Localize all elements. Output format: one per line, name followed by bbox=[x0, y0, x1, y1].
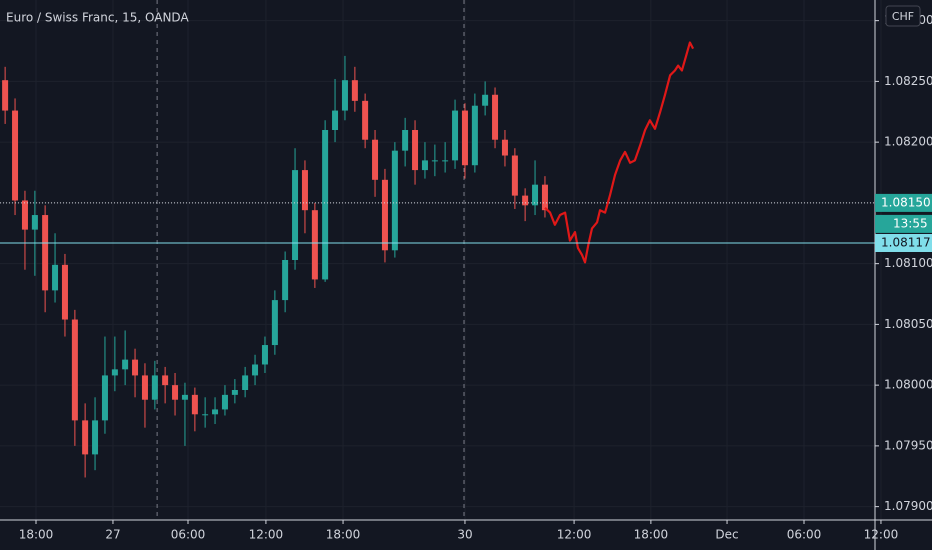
countdown-tag bbox=[875, 214, 932, 233]
candle-body bbox=[132, 359, 139, 376]
x-tick-label: 27 bbox=[105, 528, 120, 542]
candle-body bbox=[61, 264, 68, 320]
candle-body bbox=[391, 150, 398, 251]
candle-body bbox=[522, 195, 529, 206]
candle-body bbox=[82, 420, 89, 455]
candle-body bbox=[492, 94, 499, 140]
candle-body bbox=[191, 394, 198, 415]
candle-body bbox=[332, 110, 339, 130]
y-tick-label: 1.08250 bbox=[884, 74, 932, 88]
candle-body bbox=[12, 110, 19, 201]
candle-body bbox=[482, 94, 489, 106]
candle-body bbox=[412, 130, 419, 171]
candle-body bbox=[52, 264, 59, 291]
candle-body bbox=[282, 260, 289, 301]
currency-button[interactable] bbox=[885, 5, 921, 27]
axes: 1.07900 1.07950 1.08000 1.08050 1.08100 1.081… bbox=[19, 13, 932, 542]
candle-body bbox=[231, 390, 238, 395]
y-tick-label: 1.07950 bbox=[884, 438, 932, 452]
candle-body bbox=[532, 184, 539, 206]
plot-area bbox=[0, 0, 875, 520]
candle-body bbox=[42, 215, 49, 291]
candle-body bbox=[71, 319, 78, 421]
candle-body bbox=[541, 184, 548, 211]
x-tick-label: 12:00 bbox=[249, 528, 284, 542]
y-tick-label: 1.08050 bbox=[884, 317, 932, 331]
candle-body bbox=[202, 414, 209, 416]
currency-label[interactable]: CHF bbox=[892, 10, 914, 23]
candle-body bbox=[431, 160, 438, 162]
y-tick-label: 1.08100 bbox=[884, 256, 932, 270]
price-tag bbox=[875, 193, 932, 212]
price-tag-label: 1.08117 bbox=[881, 235, 931, 249]
candle-body bbox=[322, 130, 329, 280]
candle-body bbox=[442, 160, 449, 162]
candle-body bbox=[402, 130, 409, 151]
candle-body bbox=[452, 110, 459, 161]
forecast-line bbox=[544, 41, 695, 264]
candle-body bbox=[421, 160, 428, 171]
candle-body bbox=[372, 139, 379, 180]
candle-body bbox=[362, 100, 369, 140]
candle-body bbox=[271, 300, 278, 346]
candle-body bbox=[341, 80, 348, 111]
candle-body bbox=[181, 394, 188, 400]
candle-body bbox=[242, 375, 249, 390]
x-tick-label: 18:00 bbox=[326, 528, 361, 542]
candle-body bbox=[2, 80, 9, 111]
grid bbox=[0, 0, 882, 520]
candle-body bbox=[141, 375, 148, 400]
candle-body bbox=[151, 375, 158, 400]
y-tick-label: 1.08000 bbox=[884, 378, 932, 392]
candle-body bbox=[261, 345, 268, 365]
countdown-label: 13:55 bbox=[893, 216, 928, 230]
x-tick-label: Dec bbox=[715, 528, 738, 542]
candle-body bbox=[461, 110, 468, 166]
x-tick-label: 18:00 bbox=[634, 528, 669, 542]
y-tick-label: 1.08200 bbox=[884, 135, 932, 149]
candle-body bbox=[172, 385, 179, 400]
x-tick-label: 06:00 bbox=[171, 528, 206, 542]
candle-body bbox=[301, 170, 308, 211]
candle-body bbox=[31, 215, 38, 230]
x-tick-label: 18:00 bbox=[19, 528, 54, 542]
x-tick-label: 12:00 bbox=[864, 528, 899, 542]
candle-body bbox=[511, 155, 518, 196]
candle-body bbox=[111, 369, 118, 376]
x-tick-label: 06:00 bbox=[787, 528, 822, 542]
candle-body bbox=[162, 375, 169, 386]
candle-body bbox=[122, 359, 129, 370]
candle-body bbox=[292, 170, 299, 260]
x-tick-label: 30 bbox=[457, 528, 472, 542]
candle-body bbox=[21, 200, 28, 230]
y-tick-label: 1.07900 bbox=[884, 499, 932, 513]
candle-body bbox=[212, 409, 219, 415]
candle-body bbox=[311, 210, 318, 280]
candle-body bbox=[501, 139, 508, 156]
candle-body bbox=[252, 364, 259, 376]
price-tag-label: 1.08150 bbox=[881, 195, 931, 209]
candle-body bbox=[351, 80, 358, 101]
candle-body bbox=[381, 179, 388, 251]
price-tag bbox=[875, 233, 932, 252]
x-tick-label: 12:00 bbox=[557, 528, 592, 542]
candle-body bbox=[471, 105, 478, 166]
chart-title: Euro / Swiss Franc, 15, OANDA bbox=[6, 11, 189, 25]
candle-body bbox=[221, 394, 228, 410]
candle-body bbox=[92, 420, 99, 455]
candle-body bbox=[101, 375, 108, 421]
